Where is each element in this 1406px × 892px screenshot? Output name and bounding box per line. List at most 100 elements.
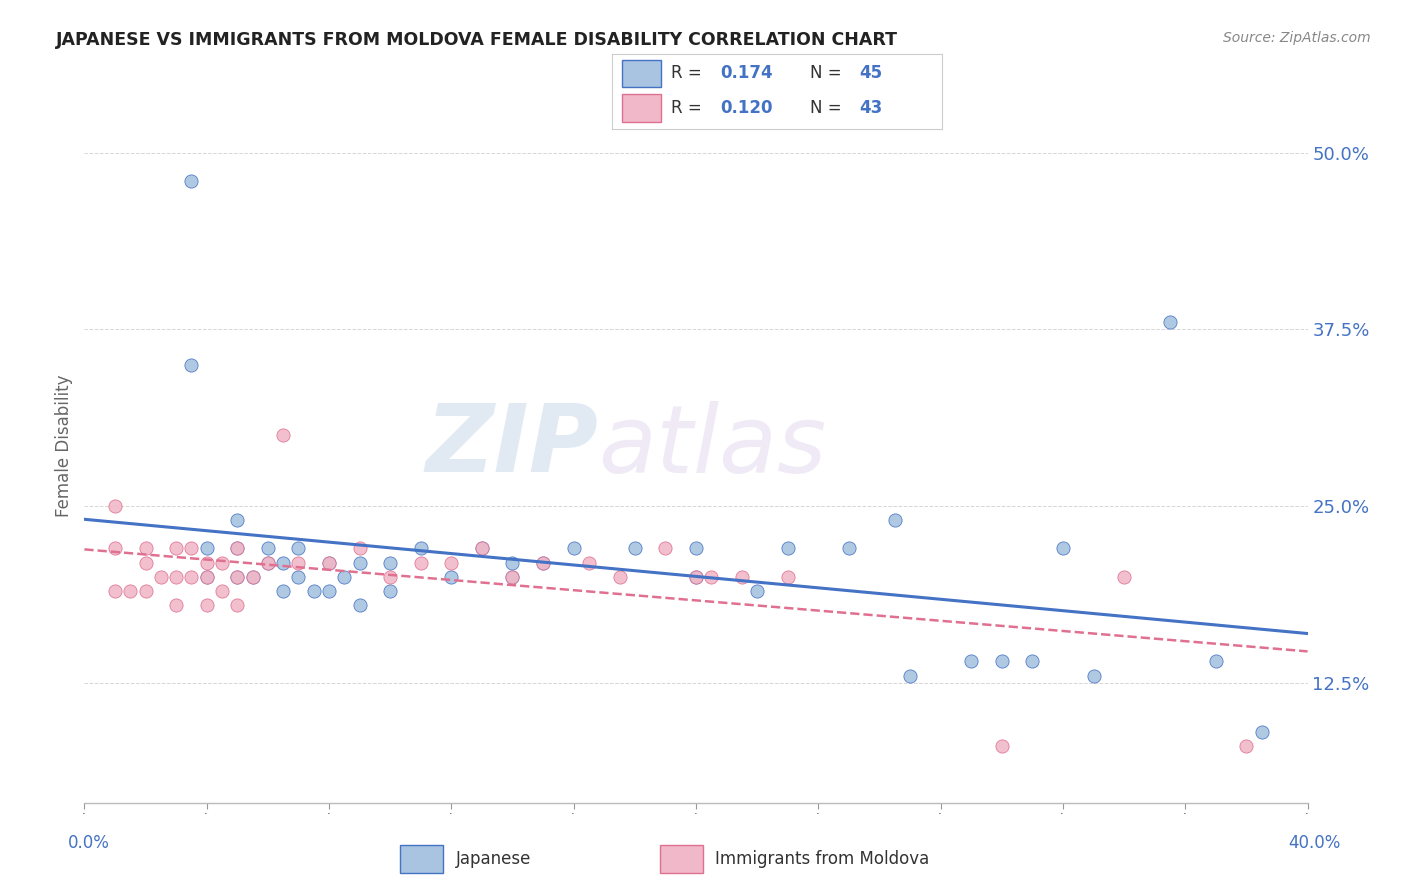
Point [271, 556, 294, 570]
Point [195, 556, 218, 570]
Point [211, 583, 233, 598]
Point [104, 541, 127, 556]
Point [318, 556, 340, 570]
Point [302, 583, 325, 598]
Point [287, 541, 309, 556]
Point [531, 556, 554, 570]
Point [685, 570, 707, 584]
Point [531, 556, 554, 570]
Point [257, 541, 280, 556]
Point [654, 541, 676, 556]
Point [960, 655, 983, 669]
Point [380, 583, 402, 598]
Point [1205, 655, 1227, 669]
Bar [621, 60, 661, 87]
Point [318, 583, 340, 598]
Point [195, 541, 218, 556]
Text: N =: N = [810, 64, 846, 82]
Point [1114, 570, 1136, 584]
Point [380, 570, 402, 584]
Point [562, 541, 585, 556]
Point [287, 570, 309, 584]
Point [1234, 739, 1257, 754]
Point [685, 570, 707, 584]
Point [242, 570, 264, 584]
Point [440, 570, 463, 584]
Point [165, 541, 187, 556]
Point [333, 570, 356, 584]
Point [165, 570, 187, 584]
Point [226, 598, 249, 612]
Point [104, 583, 127, 598]
Point [349, 598, 371, 612]
Point [226, 570, 249, 584]
Point [1159, 315, 1181, 329]
Point [226, 541, 249, 556]
Y-axis label: Female Disability: Female Disability [55, 375, 73, 517]
Point [349, 556, 371, 570]
Text: ZIP: ZIP [425, 400, 598, 492]
Text: 40.0%: 40.0% [1288, 834, 1341, 852]
Bar [399, 845, 443, 872]
Point [226, 541, 249, 556]
Point [180, 358, 202, 372]
Point [180, 570, 202, 584]
Point [380, 556, 402, 570]
Text: 43: 43 [859, 99, 883, 117]
Point [287, 556, 309, 570]
Point [471, 541, 494, 556]
Point [747, 583, 769, 598]
Point [991, 739, 1014, 754]
Point [195, 570, 218, 584]
Point [180, 541, 202, 556]
Point [883, 513, 905, 527]
Point [838, 541, 860, 556]
Point [685, 541, 707, 556]
Point [776, 541, 799, 556]
Point [149, 570, 172, 584]
Point [731, 570, 754, 584]
Point [440, 556, 463, 570]
Text: 0.0%: 0.0% [67, 834, 110, 852]
Point [226, 513, 249, 527]
Point [135, 583, 157, 598]
Point [991, 655, 1014, 669]
Text: R =: R = [671, 64, 707, 82]
Point [135, 541, 157, 556]
Point [165, 598, 187, 612]
Point [578, 556, 600, 570]
Text: 0.120: 0.120 [721, 99, 773, 117]
Text: atlas: atlas [598, 401, 827, 491]
Point [471, 541, 494, 556]
Point [271, 583, 294, 598]
Point [1250, 725, 1272, 739]
Point [609, 570, 631, 584]
Point [120, 583, 142, 598]
Point [1052, 541, 1074, 556]
Point [349, 541, 371, 556]
Point [1083, 668, 1105, 682]
Text: Immigrants from Moldova: Immigrants from Moldova [716, 849, 929, 868]
Text: 45: 45 [859, 64, 883, 82]
Point [409, 556, 432, 570]
Text: R =: R = [671, 99, 707, 117]
Bar [659, 845, 703, 872]
Point [226, 570, 249, 584]
Point [195, 570, 218, 584]
Point [409, 541, 432, 556]
Text: N =: N = [810, 99, 846, 117]
Text: 0.174: 0.174 [721, 64, 773, 82]
Point [502, 556, 524, 570]
Point [700, 570, 723, 584]
Text: Japanese: Japanese [456, 849, 531, 868]
Point [180, 174, 202, 188]
Bar [621, 95, 661, 122]
Point [318, 556, 340, 570]
Text: Source: ZipAtlas.com: Source: ZipAtlas.com [1223, 31, 1371, 45]
Point [195, 598, 218, 612]
Point [257, 556, 280, 570]
Text: JAPANESE VS IMMIGRANTS FROM MOLDOVA FEMALE DISABILITY CORRELATION CHART: JAPANESE VS IMMIGRANTS FROM MOLDOVA FEMA… [56, 31, 898, 49]
Point [898, 668, 921, 682]
Point [624, 541, 647, 556]
Point [502, 570, 524, 584]
